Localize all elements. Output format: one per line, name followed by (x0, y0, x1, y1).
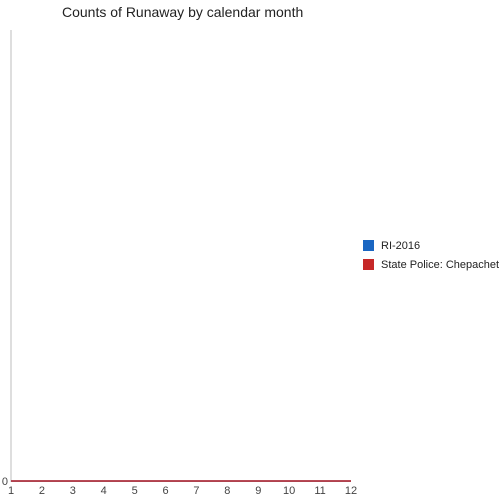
legend-label-2: State Police: Chepachet (381, 259, 499, 271)
x-tick-label: 2 (39, 485, 45, 497)
x-tick-labels: 1 2 3 4 5 6 7 8 9 10 11 12 (8, 485, 357, 497)
x-tick-label: 4 (101, 485, 107, 497)
legend-swatch-2 (363, 259, 374, 270)
legend-swatch-1 (363, 240, 374, 251)
x-tick-label: 10 (283, 485, 295, 497)
y-tick-labels: 0 (2, 476, 8, 488)
x-tick-label: 3 (70, 485, 76, 497)
chart-title: Counts of Runaway by calendar month (62, 4, 303, 20)
x-tick-label: 7 (193, 485, 199, 497)
x-tick-label: 12 (345, 485, 357, 497)
x-tick-label: 11 (314, 485, 325, 497)
x-tick-label: 8 (224, 485, 230, 497)
legend: RI-2016 State Police: Chepachet (363, 240, 499, 271)
y-tick-label: 0 (2, 476, 8, 488)
x-tick-label: 1 (8, 485, 14, 497)
x-tick-label: 5 (132, 485, 138, 497)
x-tick-label: 6 (162, 485, 168, 497)
legend-label-1: RI-2016 (381, 240, 420, 252)
x-tick-label: 9 (255, 485, 261, 497)
